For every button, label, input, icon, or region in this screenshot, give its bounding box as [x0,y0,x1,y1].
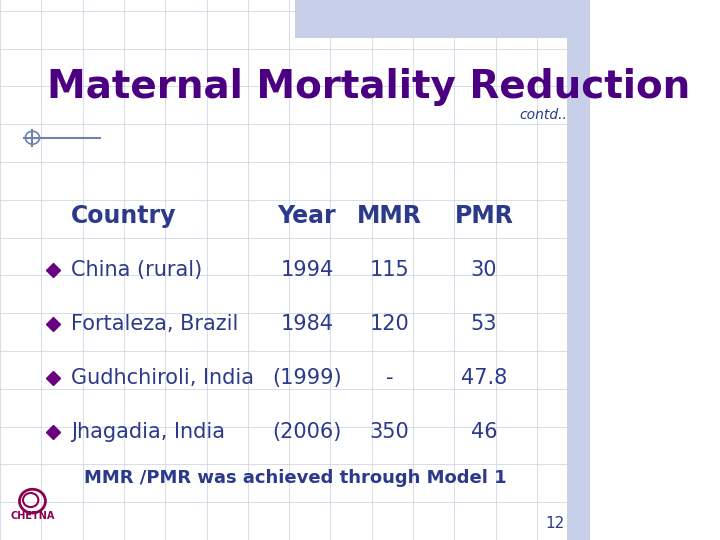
Text: 12: 12 [545,516,564,531]
Text: 1984: 1984 [280,314,333,334]
Text: -: - [386,368,393,388]
Text: MMR: MMR [357,204,422,228]
FancyBboxPatch shape [295,0,590,38]
Text: PMR: PMR [454,204,513,228]
Text: Fortaleza, Brazil: Fortaleza, Brazil [71,314,238,334]
Text: 46: 46 [471,422,498,442]
Text: (2006): (2006) [272,422,341,442]
Text: 120: 120 [369,314,410,334]
FancyBboxPatch shape [567,38,590,540]
Text: 47.8: 47.8 [461,368,507,388]
Text: 350: 350 [369,422,410,442]
Text: Jhagadia, India: Jhagadia, India [71,422,225,442]
Text: Gudhchiroli, India: Gudhchiroli, India [71,368,254,388]
Text: CHETNA: CHETNA [10,511,55,521]
Text: 1994: 1994 [280,260,333,280]
Text: China (rural): China (rural) [71,260,202,280]
Text: 53: 53 [471,314,497,334]
Text: Maternal Mortality Reduction: Maternal Mortality Reduction [48,68,690,105]
Text: 115: 115 [369,260,410,280]
Text: contd..: contd.. [519,108,567,122]
Text: Year: Year [277,204,336,228]
Text: MMR /PMR was achieved through Model 1: MMR /PMR was achieved through Model 1 [84,469,506,487]
Text: (1999): (1999) [272,368,342,388]
Text: Country: Country [71,204,176,228]
Text: 30: 30 [471,260,497,280]
